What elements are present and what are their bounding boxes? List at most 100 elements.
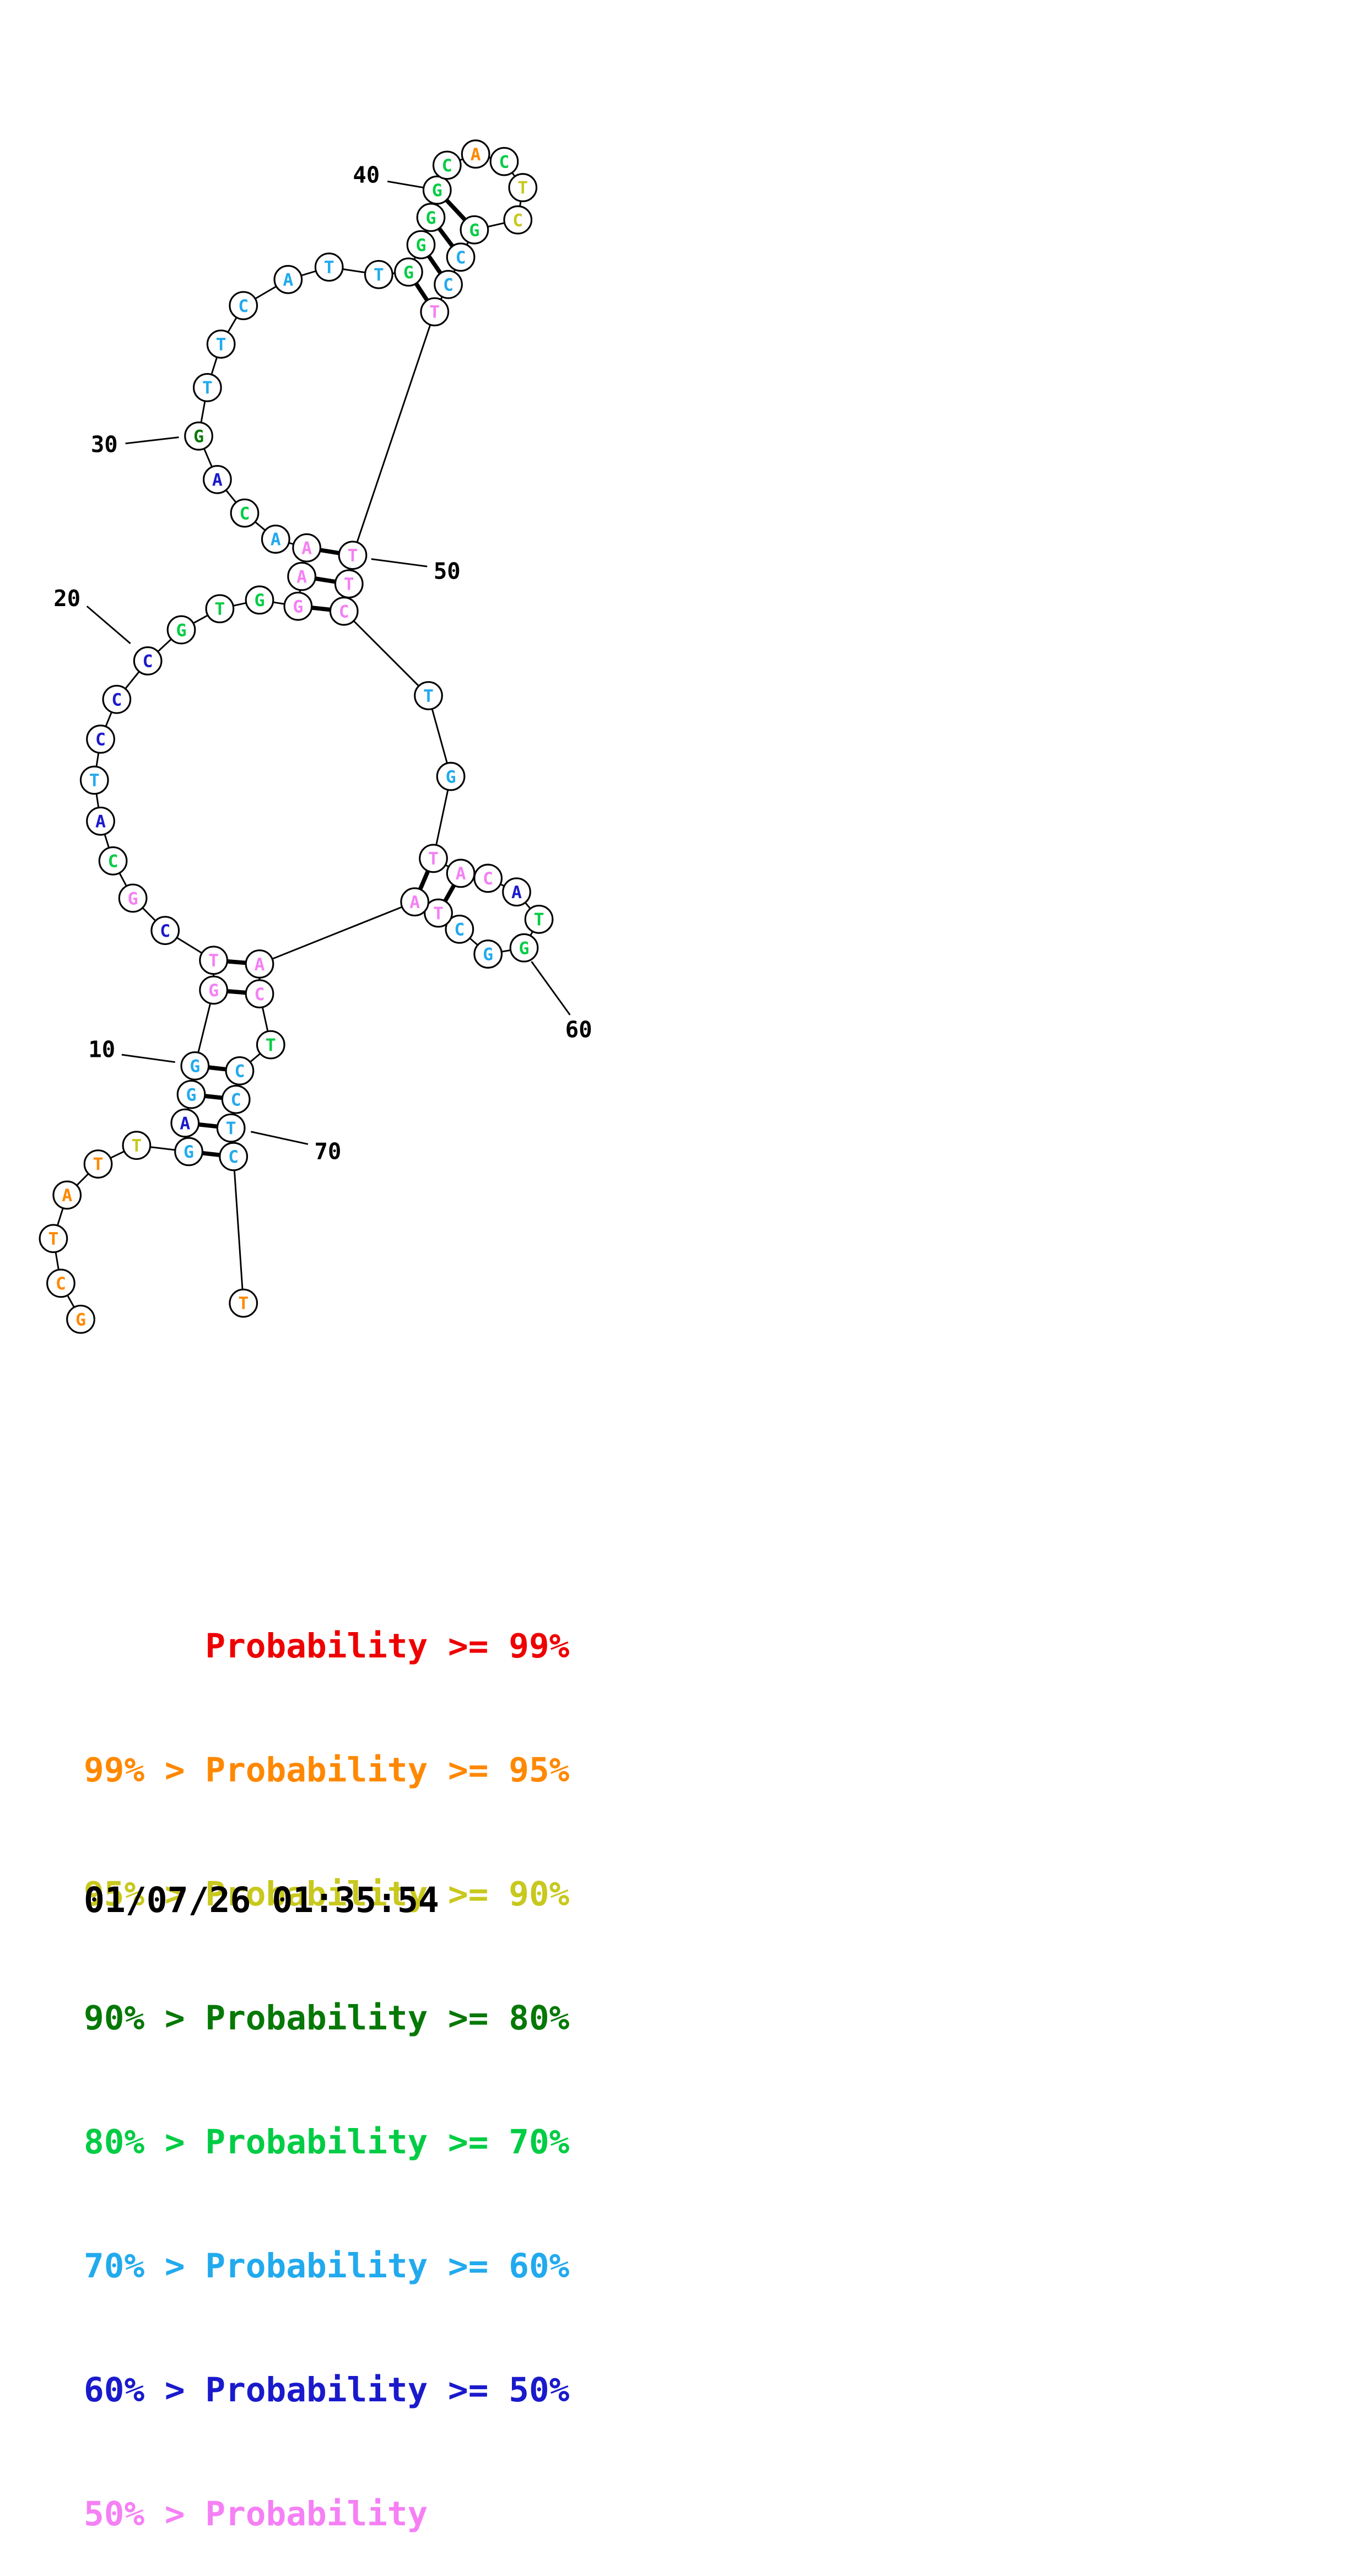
nucleotide-circle: [261, 525, 290, 554]
nucleotide-circle: [180, 1051, 210, 1081]
position-label: 30: [91, 431, 118, 458]
label-pointer-line: [121, 1054, 175, 1063]
nucleotide-base: T: [374, 266, 384, 285]
nucleotide-base: G: [426, 208, 436, 228]
label-pointer-line: [531, 961, 571, 1016]
nucleotide-base: C: [483, 869, 493, 889]
nucleotide-base: G: [193, 427, 204, 447]
legend-item-95: 99% > Probability >= 95%: [84, 1751, 570, 1790]
nucleotide-circle: [150, 916, 180, 945]
nucleotide-base: A: [301, 539, 312, 559]
nucleotide-circle: [283, 591, 313, 621]
nucleotide-base: G: [432, 181, 442, 201]
legend-item-60: 70% > Probability >= 60%: [84, 2246, 570, 2286]
nucleotide-circle: [133, 646, 163, 676]
nucleotide-circle: [98, 846, 128, 876]
nucleotide-circle: [364, 260, 393, 289]
legend-item-50: 60% > Probability >= 50%: [84, 2370, 570, 2410]
nucleotide-base: T: [428, 849, 439, 869]
nucleotide-circle: [102, 684, 132, 714]
nucleotide-base: G: [446, 767, 456, 787]
nucleotide-circle: [122, 1131, 152, 1160]
nucleotide-circle: [508, 173, 538, 202]
nucleotide-base: A: [471, 145, 481, 165]
nucleotide-circle: [79, 765, 109, 795]
nucleotide-base: G: [415, 235, 426, 255]
nucleotide-base: T: [202, 379, 213, 398]
nucleotide-base: A: [409, 893, 420, 912]
backbone-line: [352, 311, 436, 556]
legend-item-70: 80% > Probability >= 70%: [84, 2123, 570, 2162]
nucleotide-base: C: [454, 920, 465, 940]
nucleotide-base: C: [239, 504, 250, 523]
position-label: 70: [315, 1138, 342, 1164]
legend-item-below-50: 50% > Probability: [84, 2494, 428, 2534]
nucleotide-circle: [230, 498, 260, 528]
nucleotide-circle: [245, 979, 274, 1008]
nucleotide-circle: [273, 264, 303, 294]
nucleotide-base: G: [255, 591, 265, 611]
nucleotide-base: G: [190, 1057, 200, 1077]
nucleotide-circle: [461, 139, 490, 169]
nucleotide-base: T: [344, 575, 354, 595]
nucleotide-base: T: [214, 600, 225, 619]
label-pointer-line: [387, 180, 424, 188]
backbone-line: [259, 901, 415, 965]
nucleotide-circle: [199, 975, 228, 1005]
nucleotide-circle: [184, 421, 213, 451]
nucleotide-base: A: [271, 530, 281, 550]
nucleotide-base: A: [62, 1186, 72, 1206]
nucleotide-base: C: [238, 296, 249, 316]
label-pointer-line: [86, 606, 131, 644]
nucleotide-base: C: [108, 852, 118, 872]
nucleotide-base: G: [519, 938, 530, 958]
nucleotide-base: T: [324, 258, 334, 278]
nucleotide-circle: [416, 203, 446, 232]
nucleotide-circle: [199, 946, 228, 975]
nucleotide-circle: [422, 175, 452, 205]
nucleotide-base: A: [180, 1114, 190, 1133]
nucleotide-base: C: [143, 652, 153, 672]
nucleotide-base: G: [483, 945, 493, 965]
nucleotide-circle: [118, 883, 148, 913]
nucleotide-base: C: [512, 210, 523, 230]
nucleotide-circle: [436, 762, 466, 791]
rna-probability-plot-page: { "structure": { "colors": { "orange": "…: [39, 139, 592, 2534]
nucleotide-base: T: [93, 1155, 104, 1175]
probability-legend: Probability >= 99% 99% > Probability >= …: [84, 1543, 569, 2576]
nucleotide-base: A: [283, 271, 293, 290]
nucleotide-circle: [445, 914, 474, 944]
nucleotide-base: C: [456, 248, 466, 268]
legend-item-99: Probability >= 99%: [84, 1627, 570, 1666]
nucleotide-circle: [420, 297, 450, 327]
label-pointer-line: [250, 1131, 309, 1145]
nucleotide-base: G: [403, 263, 414, 283]
nucleotide-base: T: [238, 1294, 249, 1314]
nucleotide-circle: [256, 1030, 285, 1060]
nucleotide-base: A: [255, 955, 265, 975]
nucleotide-base: A: [95, 812, 106, 831]
nucleotide-circle: [216, 1113, 246, 1143]
nucleotide-base: G: [293, 597, 303, 617]
nucleotide-circle: [52, 1180, 82, 1210]
nucleotide-base: T: [348, 546, 358, 566]
nucleotide-base: T: [131, 1136, 142, 1156]
nucleotide-circle: [86, 806, 115, 836]
nucleotide-circle: [424, 898, 453, 928]
legend-item-80: 90% > Probability >= 80%: [84, 1999, 570, 2038]
nucleotide-base: C: [160, 921, 170, 941]
nucleotide-circle: [83, 1149, 113, 1179]
nucleotide-base: T: [216, 335, 226, 355]
nucleotide-circle: [206, 330, 236, 359]
nucleotide-circle: [170, 1108, 200, 1138]
nucleotide-circle: [338, 541, 368, 570]
nucleotide-circle: [524, 904, 554, 934]
position-label: 50: [434, 558, 461, 585]
nucleotide-circle: [66, 1304, 95, 1334]
nucleotide-circle: [406, 230, 436, 260]
nucleotide-circle: [46, 1268, 75, 1298]
nucleotide-base: C: [95, 730, 106, 750]
nucleotide-circle: [174, 1137, 203, 1167]
nucleotide-circle: [446, 242, 476, 272]
nucleotide-base: G: [128, 889, 138, 909]
